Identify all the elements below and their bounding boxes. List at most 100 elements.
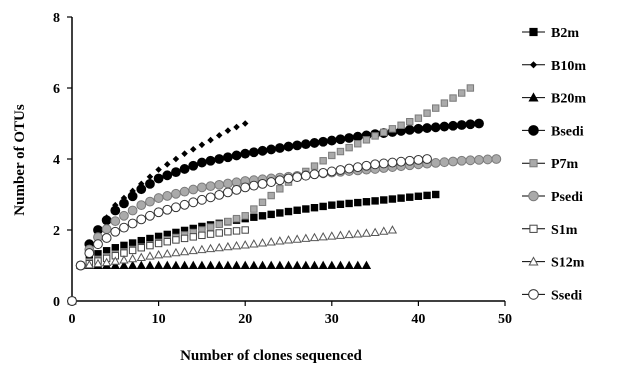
data-point: [458, 89, 466, 97]
data-point: [352, 131, 363, 142]
data-point: [309, 169, 320, 180]
data-point: [163, 238, 171, 246]
legend-label: S1m: [551, 223, 578, 238]
data-point: [171, 247, 181, 257]
data-point: [214, 189, 225, 200]
data-point: [110, 256, 120, 265]
data-point: [224, 228, 232, 236]
data-point: [327, 260, 337, 270]
legend-marker: [528, 92, 539, 102]
data-point: [387, 157, 398, 168]
data-point: [266, 237, 276, 246]
legend-label: Bsedi: [551, 124, 584, 139]
data-point: [318, 260, 328, 270]
data-point: [171, 260, 181, 270]
data-point: [101, 215, 112, 226]
data-point: [345, 143, 353, 152]
data-point: [197, 260, 207, 270]
data-point: [448, 156, 458, 167]
data-point: [179, 186, 190, 197]
data-point: [336, 147, 345, 156]
data-point: [189, 145, 197, 153]
data-point: [274, 143, 285, 153]
data-point: [335, 230, 346, 239]
legend-label: B2m: [551, 26, 579, 41]
data-point: [110, 216, 121, 227]
data-point: [127, 260, 138, 270]
legend-marker: [529, 224, 538, 233]
data-point: [93, 258, 103, 268]
data-point: [119, 198, 129, 209]
data-point: [136, 184, 147, 195]
data-point: [326, 135, 337, 146]
data-point: [336, 200, 345, 208]
data-point: [198, 141, 206, 149]
data-point: [318, 136, 329, 147]
data-point: [318, 231, 328, 241]
data-point: [84, 248, 95, 258]
data-point: [136, 214, 147, 225]
data-point: [406, 118, 414, 126]
data-point: [241, 226, 249, 234]
data-point: [145, 251, 155, 260]
data-point: [361, 260, 372, 270]
data-point: [319, 157, 327, 165]
data-point: [430, 122, 441, 133]
data-point: [432, 190, 440, 199]
data-point: [171, 167, 181, 178]
data-point: [128, 239, 137, 247]
data-point: [162, 191, 173, 201]
data-point: [387, 225, 398, 234]
data-point: [197, 244, 207, 254]
legend-label: P7m: [551, 157, 579, 172]
data-point: [214, 242, 224, 252]
data-point: [300, 170, 311, 181]
data-point: [75, 260, 86, 271]
data-point: [146, 234, 154, 243]
data-point: [439, 157, 450, 168]
data-point: [301, 260, 311, 270]
data-point: [232, 214, 241, 223]
data-point: [110, 205, 121, 216]
data-point: [413, 123, 424, 134]
data-point: [215, 220, 223, 229]
data-point: [371, 132, 379, 140]
series-S12m: [67, 225, 398, 305]
data-point: [328, 151, 336, 160]
data-point: [274, 175, 285, 186]
data-point: [232, 227, 241, 235]
data-point: [301, 233, 311, 242]
legend-item-B2m: B2m: [522, 26, 579, 41]
data-point: [361, 160, 372, 171]
data-point: [128, 246, 137, 255]
y-axis-label: Number of OTUs: [12, 104, 28, 216]
x-tick-label: 0: [69, 312, 76, 327]
data-point: [275, 236, 285, 245]
data-point: [328, 201, 336, 209]
data-point: [250, 213, 258, 221]
data-point: [413, 154, 424, 165]
x-tick-label: 10: [152, 312, 166, 327]
data-point: [440, 99, 449, 107]
data-point: [293, 206, 301, 214]
data-point: [319, 202, 327, 211]
data-point: [309, 260, 320, 270]
data-point: [171, 188, 181, 199]
data-point: [345, 199, 353, 208]
legend-item-Bsedi: Bsedi: [522, 124, 584, 139]
data-point: [292, 140, 303, 151]
data-point: [110, 260, 120, 270]
data-point: [145, 260, 155, 270]
data-point: [248, 147, 259, 158]
data-point: [266, 144, 277, 155]
data-point: [111, 244, 119, 252]
data-point: [198, 231, 206, 240]
legend: B2m B10m B20m Bsedi P7m Psedi S1m S12m Ssedi: [522, 26, 586, 303]
data-point: [240, 148, 251, 159]
data-point: [127, 253, 138, 263]
data-point: [179, 199, 190, 210]
data-point: [67, 296, 77, 306]
data-point: [378, 158, 389, 169]
data-point: [222, 178, 233, 189]
